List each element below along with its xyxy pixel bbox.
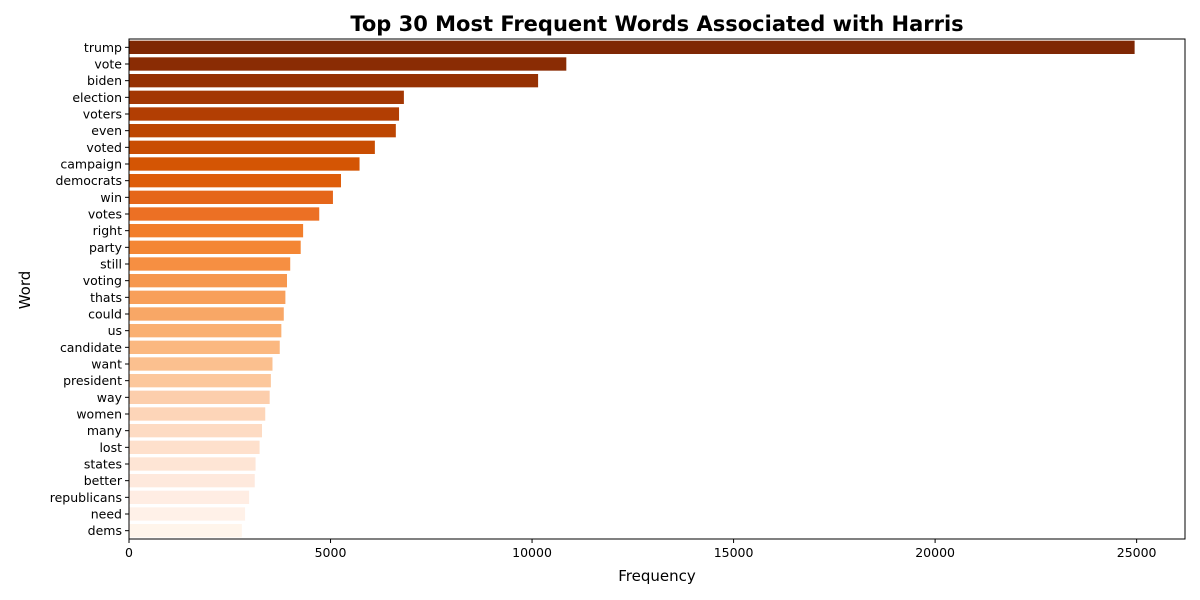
bar-many bbox=[129, 424, 263, 438]
bar-democrats bbox=[129, 174, 342, 188]
y-tick-label: better bbox=[84, 473, 123, 488]
y-tick-label: want bbox=[91, 357, 122, 372]
bar-way bbox=[129, 390, 270, 404]
chart-title: Top 30 Most Frequent Words Associated wi… bbox=[350, 12, 963, 36]
y-tick-label: lost bbox=[99, 440, 122, 455]
y-tick-label: dems bbox=[88, 523, 122, 538]
y-tick-label: republicans bbox=[50, 490, 122, 505]
bar-want bbox=[129, 357, 273, 371]
bar-could bbox=[129, 307, 284, 321]
bar-biden bbox=[129, 74, 539, 88]
y-tick-label: us bbox=[108, 323, 122, 338]
y-tick-label: women bbox=[76, 407, 122, 422]
bar-better bbox=[129, 474, 255, 488]
y-tick-label: states bbox=[84, 457, 122, 472]
bar-votes bbox=[129, 207, 320, 221]
bar-still bbox=[129, 257, 291, 271]
y-tick-label: vote bbox=[94, 57, 122, 72]
plot-frame bbox=[128, 38, 1186, 540]
bar-trump bbox=[129, 40, 1135, 54]
bar-win bbox=[129, 190, 333, 204]
x-axis-title: Frequency bbox=[618, 567, 696, 585]
y-tick-label: many bbox=[87, 423, 123, 438]
bar-thats bbox=[129, 290, 286, 304]
bar-vote bbox=[129, 57, 567, 71]
y-tick-label: even bbox=[91, 123, 122, 138]
y-tick-label: need bbox=[91, 507, 122, 522]
y-tick-label: way bbox=[97, 390, 123, 405]
bar-right bbox=[129, 224, 304, 238]
y-tick-label: could bbox=[88, 307, 122, 322]
bar-even bbox=[129, 124, 396, 138]
bar-election bbox=[129, 90, 404, 104]
x-tick-label: 5000 bbox=[315, 545, 347, 560]
x-tick-label: 20000 bbox=[915, 545, 955, 560]
y-tick-label: biden bbox=[87, 73, 122, 88]
bar-president bbox=[129, 374, 271, 388]
y-tick-label: democrats bbox=[55, 173, 122, 188]
bar-campaign bbox=[129, 157, 360, 171]
y-tick-label: voters bbox=[83, 107, 122, 122]
x-tick-label: 10000 bbox=[512, 545, 552, 560]
y-tick-label: campaign bbox=[60, 157, 122, 172]
y-tick-label: votes bbox=[88, 207, 122, 222]
x-ticks: 0 5000 10000 15000 20000 25000 bbox=[125, 539, 1157, 560]
bar-women bbox=[129, 407, 266, 421]
bar-party bbox=[129, 240, 301, 254]
bar-states bbox=[129, 457, 256, 471]
bar-republicans bbox=[129, 490, 250, 504]
y-axis-title: Word bbox=[16, 271, 34, 310]
bar-dems bbox=[129, 524, 242, 538]
bar-voting bbox=[129, 274, 287, 288]
x-tick-label: 15000 bbox=[714, 545, 754, 560]
y-tick-label: right bbox=[93, 223, 122, 238]
bar-need bbox=[129, 507, 246, 521]
x-tick-label: 0 bbox=[125, 545, 133, 560]
y-tick-label: president bbox=[63, 373, 122, 388]
bar-voters bbox=[129, 107, 400, 121]
y-tick-label: voting bbox=[83, 273, 122, 288]
y-tick-label: thats bbox=[90, 290, 122, 305]
x-tick-label: 25000 bbox=[1117, 545, 1157, 560]
y-tick-label: party bbox=[89, 240, 123, 255]
y-tick-label: candidate bbox=[60, 340, 122, 355]
bar-us bbox=[129, 324, 282, 338]
y-tick-label: election bbox=[72, 90, 122, 105]
bar-group bbox=[129, 40, 1135, 538]
bar-voted bbox=[129, 140, 375, 154]
y-tick-label: win bbox=[100, 190, 122, 205]
y-tick-label: voted bbox=[86, 140, 122, 155]
bar-candidate bbox=[129, 340, 280, 354]
y-tick-label: trump bbox=[84, 40, 122, 55]
bar-lost bbox=[129, 440, 260, 454]
y-tick-label: still bbox=[100, 257, 122, 272]
